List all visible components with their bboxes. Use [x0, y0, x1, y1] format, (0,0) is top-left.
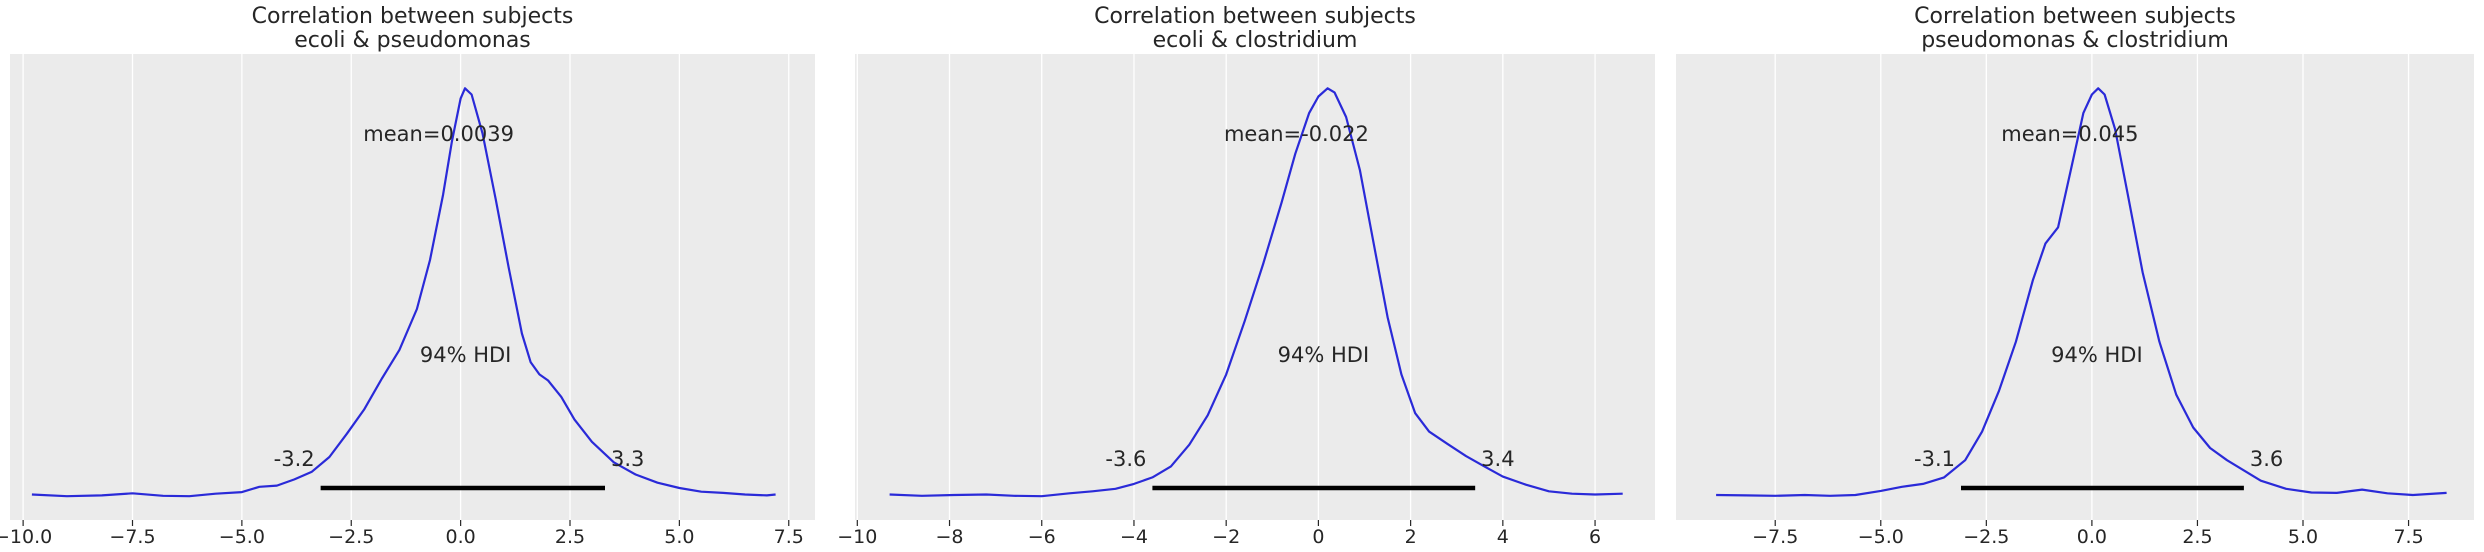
chart-title: Correlation between subjects: [1914, 4, 2236, 29]
x-tick-label: −5.0: [1858, 526, 1904, 548]
x-tick-label: −5.0: [219, 526, 265, 548]
plot-background: [1676, 54, 2474, 520]
x-tick-label: −10: [837, 526, 877, 548]
plot-background: [10, 54, 815, 520]
x-tick-label: 5.0: [664, 526, 694, 548]
mean-label: mean=0.0039: [363, 122, 514, 146]
x-tick-label: 0.0: [446, 526, 476, 548]
hdi-upper-label: 3.6: [2250, 447, 2283, 471]
x-tick-label: 5.0: [2288, 526, 2318, 548]
kde-curve: [1716, 87, 2447, 497]
x-tick-label: 0: [1312, 526, 1324, 548]
chart-title: Correlation between subjects: [252, 4, 574, 29]
x-tick-label: −2: [1212, 526, 1240, 548]
x-tick-label: −4: [1120, 526, 1148, 548]
x-tick-label: −6: [1028, 526, 1056, 548]
mean-label: mean=-0.022: [1224, 122, 1369, 146]
x-tick-label: 7.5: [774, 526, 804, 548]
hdi-lower-label: -3.1: [1914, 447, 1955, 471]
x-tick-label: −2.5: [1963, 526, 2009, 548]
x-tick-label: 2: [1405, 526, 1417, 548]
x-tick-label: 2.5: [2182, 526, 2212, 548]
hdi-lower-label: -3.6: [1105, 447, 1146, 471]
x-tick-label: 2.5: [555, 526, 585, 548]
hdi-upper-label: 3.4: [1481, 447, 1514, 471]
x-tick-label: −8: [936, 526, 964, 548]
panel-3: Correlation between subjectspseudomonas …: [1676, 4, 2474, 548]
x-tick-label: −7.5: [109, 526, 155, 548]
chart-subtitle: ecoli & clostridium: [1153, 28, 1358, 53]
chart-title: Correlation between subjects: [1094, 4, 1416, 29]
x-tick-label: −10.0: [0, 526, 52, 548]
chart-subtitle: pseudomonas & clostridium: [1921, 28, 2229, 53]
hdi-lower-label: -3.2: [274, 447, 315, 471]
x-tick-label: −7.5: [1752, 526, 1798, 548]
kde-curve: [31, 87, 776, 498]
kde-curve: [889, 87, 1623, 498]
x-tick-label: 6: [1589, 526, 1601, 548]
x-tick-label: 4: [1497, 526, 1509, 548]
x-tick-label: 0.0: [2077, 526, 2107, 548]
hdi-label: 94% HDI: [2051, 343, 2143, 367]
mean-label: mean=0.045: [2001, 122, 2138, 146]
chart-subtitle: ecoli & pseudomonas: [294, 28, 531, 53]
hdi-label: 94% HDI: [1278, 343, 1370, 367]
x-tick-label: 7.5: [2393, 526, 2423, 548]
x-tick-label: −2.5: [328, 526, 374, 548]
hdi-label: 94% HDI: [420, 343, 512, 367]
hdi-upper-label: 3.3: [611, 447, 644, 471]
